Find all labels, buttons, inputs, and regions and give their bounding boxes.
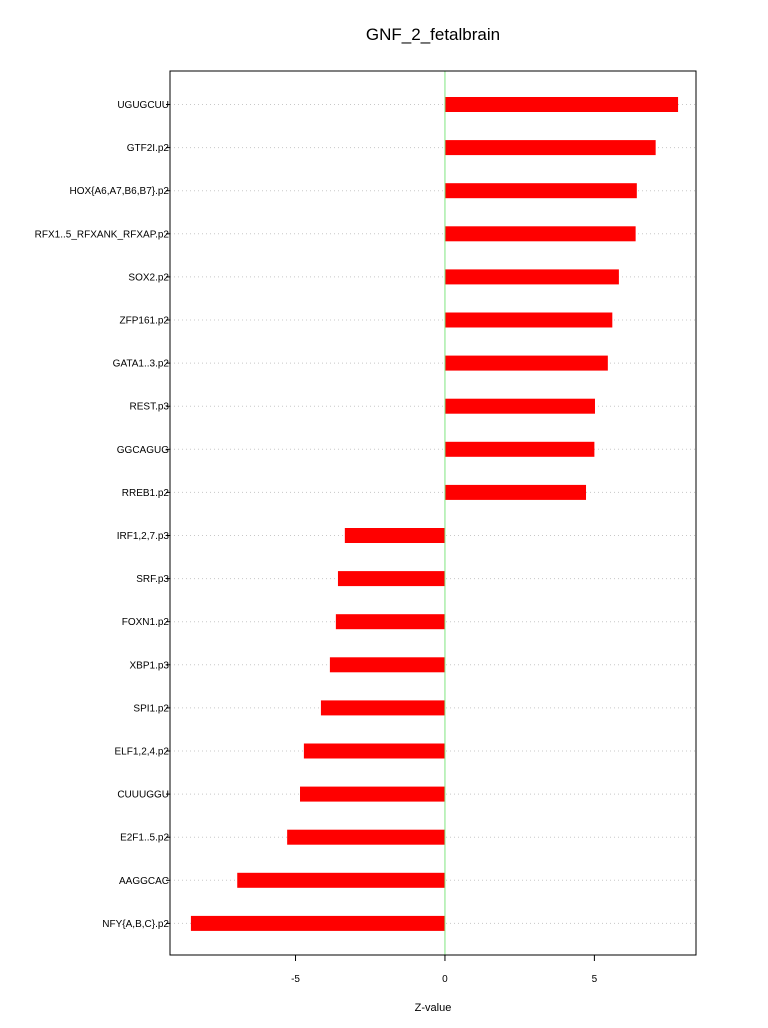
bar [344, 528, 445, 543]
category-label: NFY{A,B,C}.p2 [102, 919, 169, 930]
category-label: UGUGCUU [117, 100, 169, 111]
bar [444, 441, 595, 457]
category-label: SOX2.p2 [128, 272, 169, 283]
category-label: SRF.p3 [136, 574, 169, 585]
chart-title: GNF_2_fetalbrain [366, 25, 500, 44]
category-label: GATA1..3.p2 [113, 359, 170, 370]
bar [444, 97, 679, 112]
bar [444, 140, 656, 156]
bar [300, 786, 445, 802]
category-label: GGCAGUG [117, 445, 169, 456]
x-axis-label: Z-value [415, 1002, 452, 1014]
bar [444, 183, 637, 199]
x-tick-label: -5 [291, 974, 300, 985]
category-label: AAGGCAC [119, 876, 169, 887]
category-label: XBP1.p3 [130, 660, 170, 671]
category-label: GTF2I.p2 [127, 143, 170, 154]
category-label: E2F1..5.p2 [120, 833, 169, 844]
bar [444, 398, 595, 414]
bar [444, 269, 619, 285]
category-label: ZFP161.p2 [120, 316, 170, 327]
category-label: ELF1,2,4.p2 [115, 747, 170, 758]
x-tick-label: 5 [592, 974, 598, 985]
category-label: HOX{A6,A7,B6,B7}.p2 [69, 186, 169, 197]
bar [237, 872, 445, 888]
bar [444, 226, 636, 242]
bar [320, 700, 445, 716]
category-labels: UGUGCUU GTF2I.p2 HOX{A6,A7,B6,B7}.p2 RFX1..… [35, 100, 170, 930]
category-label: RREB1.p2 [122, 488, 170, 499]
category-label: CUUUGGU [117, 790, 169, 801]
bar [190, 915, 445, 931]
x-tick-label: 0 [442, 974, 448, 985]
bar [335, 614, 445, 630]
bar [444, 355, 608, 371]
category-label: FOXN1.p2 [122, 617, 170, 628]
bar [444, 484, 587, 500]
bar [337, 571, 445, 587]
category-label: IRF1,2,7.p3 [117, 531, 170, 542]
bars [190, 97, 679, 931]
x-axis: -5 0 5 [291, 955, 598, 985]
category-label: REST.p3 [130, 402, 170, 413]
bar [287, 829, 445, 845]
plot-frame [169, 70, 697, 956]
bar [303, 743, 445, 759]
bar [444, 312, 613, 328]
category-label: SPI1.p2 [133, 703, 169, 714]
category-label: RFX1..5_RFXANK_RFXAP.p2 [35, 229, 170, 240]
bar [329, 657, 445, 673]
